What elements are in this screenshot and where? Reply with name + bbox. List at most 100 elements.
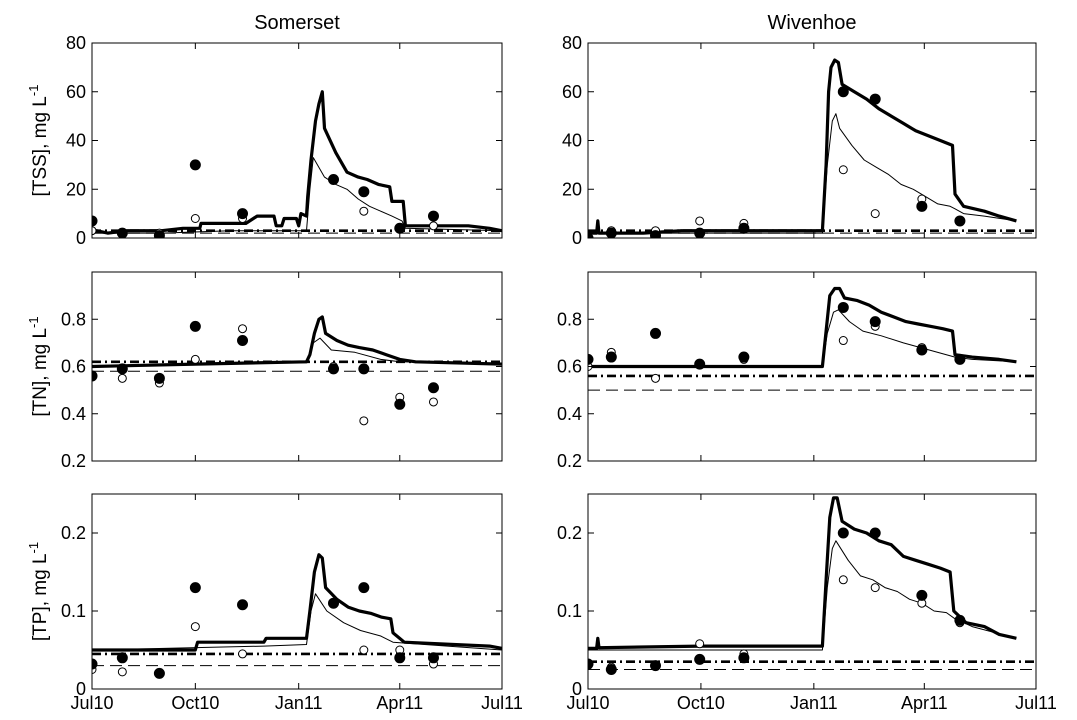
open-marker [359, 416, 369, 426]
x-tick-label: Jul10 [70, 693, 113, 713]
filled-marker [189, 159, 201, 171]
filled-marker [605, 351, 617, 363]
y-tick-label: 60 [562, 82, 582, 102]
open-marker [428, 221, 438, 231]
filled-marker [328, 597, 340, 609]
series-group [92, 90, 502, 238]
filled-marker [116, 227, 128, 238]
chart-panel: 0 20 40 60 80 Somerset [TSS], mg L-1 [26, 12, 503, 248]
y-axis-label-superscript: -1 [26, 85, 41, 97]
open-marker [428, 397, 438, 407]
filled-marker [394, 652, 406, 664]
open-marker [238, 324, 248, 334]
y-tick-label: 0.4 [61, 404, 86, 424]
filled-marker [916, 589, 928, 601]
y-tick-label: 80 [562, 33, 582, 53]
y-tick-label: 0.2 [557, 523, 582, 543]
filled-marker [358, 582, 370, 594]
axes-box [587, 493, 1037, 690]
open-marker [117, 667, 127, 677]
series-line-thick [588, 286, 1017, 369]
y-tick-label: 20 [562, 179, 582, 199]
y-tick-label: 20 [66, 179, 86, 199]
filled-marker [116, 652, 128, 664]
filled-marker [869, 316, 881, 328]
filled-marker [738, 351, 750, 363]
series-group [588, 496, 1036, 675]
x-tick-label: Jul11 [1015, 693, 1057, 713]
chart-panel: 0 20 40 60 80 Wivenhoe [562, 12, 1037, 248]
y-axis-label: [TSS], mg L-1 [26, 85, 51, 197]
filled-marker [605, 664, 617, 675]
y-tick-label: 0 [76, 679, 86, 699]
filled-marker [328, 174, 340, 185]
x-tick-label: Oct10 [677, 693, 725, 713]
open-marker [870, 209, 880, 219]
series-line-thin [92, 593, 502, 651]
chart-panel: 0.2 0.4 0.6 0.8 [557, 271, 1037, 471]
filled-marker [588, 353, 594, 365]
filled-marker [954, 215, 966, 227]
filled-marker [189, 582, 201, 594]
filled-marker [588, 232, 594, 238]
filled-marker [837, 527, 849, 539]
y-tick-label: 0.2 [557, 451, 582, 471]
filled-marker [869, 93, 881, 105]
open-marker [117, 373, 127, 383]
filled-marker [394, 222, 406, 234]
series-line-thick [92, 315, 502, 369]
filled-marker [650, 660, 662, 672]
filled-marker [954, 614, 966, 626]
y-axis-label: [TP], mg L-1 [26, 542, 51, 641]
panel-title: Somerset [254, 12, 340, 34]
filled-marker [605, 227, 617, 238]
open-marker [838, 575, 848, 585]
y-tick-label: 0.1 [61, 601, 86, 621]
y-tick-label: 0.1 [557, 601, 582, 621]
open-marker [190, 354, 200, 364]
y-tick-label: 0.2 [61, 523, 86, 543]
x-tick-label: Jan11 [275, 693, 323, 713]
x-tick-label: Apr11 [376, 693, 423, 713]
filled-marker [92, 658, 98, 670]
filled-marker [153, 372, 165, 384]
open-marker [838, 336, 848, 346]
filled-marker [694, 653, 706, 665]
y-tick-label: 40 [66, 131, 86, 151]
y-tick-label: 0 [572, 679, 582, 699]
x-tick-label: Jan11 [790, 693, 838, 713]
y-tick-label: 60 [66, 82, 86, 102]
filled-marker [837, 86, 849, 98]
filled-marker [694, 358, 706, 370]
y-tick-label: 0 [572, 228, 582, 248]
filled-marker [588, 658, 594, 670]
axes-box [91, 42, 503, 239]
open-marker [651, 373, 661, 383]
y-tick-label: 0.4 [557, 404, 582, 424]
filled-marker [92, 370, 98, 382]
panel-title: Wivenhoe [768, 12, 857, 34]
open-marker [838, 165, 848, 175]
y-tick-label: 0.6 [61, 357, 86, 377]
open-marker [695, 216, 705, 226]
y-tick-label: 40 [562, 131, 582, 151]
filled-marker [189, 320, 201, 332]
filled-marker [153, 230, 165, 238]
open-marker [695, 639, 705, 649]
x-tick-label: Apr11 [901, 693, 948, 713]
series-group [92, 553, 502, 679]
chart-panel: 0 0.1 0.2 Jul10 Oct10 Jan11 Apr11 Jul11 [TP], mg… [26, 493, 523, 713]
x-tick-label: Jul11 [481, 693, 523, 713]
filled-marker [869, 527, 881, 539]
open-marker [359, 206, 369, 216]
chart-panel: 0 0.1 0.2 Jul10 Oct10 Jan11 Apr11 Jul11 [557, 493, 1057, 713]
filled-marker [427, 382, 439, 394]
y-axis-label: [TN], mg L-1 [26, 316, 51, 416]
filled-marker [427, 210, 439, 222]
filled-marker [394, 398, 406, 410]
series-group [588, 286, 1036, 391]
filled-marker [358, 363, 370, 375]
series-group [92, 315, 502, 426]
y-tick-label: 0.2 [61, 451, 86, 471]
filled-marker [328, 363, 340, 375]
